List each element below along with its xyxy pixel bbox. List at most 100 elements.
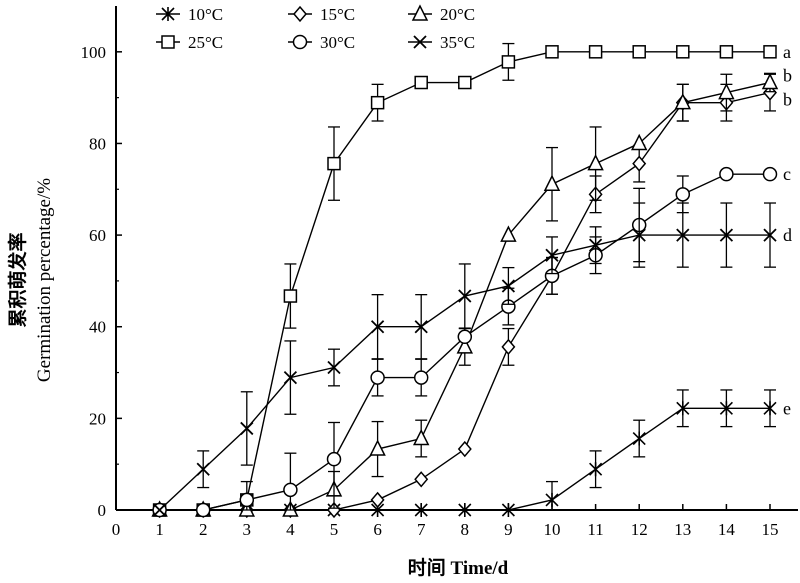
significance-label: c <box>783 164 791 184</box>
series-30C: c <box>152 164 791 518</box>
legend: 10°C 15°C 20°C 25°C 30°C 35°C <box>156 4 475 52</box>
y-tick-label: 100 <box>81 43 107 62</box>
data-point <box>676 228 690 242</box>
data-point <box>370 491 385 509</box>
legend-marker <box>161 7 175 21</box>
x-tick-label: 13 <box>674 520 691 539</box>
series-35C: d <box>152 202 792 517</box>
data-point <box>370 320 385 334</box>
data-point <box>545 248 559 262</box>
data-point <box>587 153 604 171</box>
data-point <box>458 503 472 517</box>
legend-marker <box>293 5 307 23</box>
data-point <box>630 133 648 151</box>
data-point <box>414 503 428 517</box>
data-point <box>414 75 428 90</box>
data-point <box>369 439 386 456</box>
legend-item: 30°C <box>288 33 355 52</box>
y-tick-label: 0 <box>98 501 107 520</box>
data-point <box>719 228 734 242</box>
data-point <box>589 462 603 477</box>
data-point <box>457 329 473 345</box>
data-point <box>501 503 515 517</box>
x-tick-label: 10 <box>544 520 561 539</box>
legend-marker <box>411 4 429 21</box>
data-point <box>326 451 342 467</box>
data-point <box>675 187 691 202</box>
y-tick-label: 60 <box>89 226 106 245</box>
x-tick-label: 14 <box>718 520 736 539</box>
data-point <box>370 95 385 110</box>
x-tick-label: 9 <box>504 520 513 539</box>
legend-label: 10°C <box>188 5 223 24</box>
data-point <box>674 92 692 110</box>
y-tick-label: 40 <box>89 318 106 337</box>
x-tick-label: 3 <box>243 520 252 539</box>
data-point <box>719 401 733 416</box>
data-point <box>195 502 211 518</box>
data-point <box>632 45 646 59</box>
x-tick-label: 4 <box>286 520 295 539</box>
data-point <box>632 155 647 172</box>
x-tick-label: 7 <box>417 520 426 539</box>
data-point <box>240 421 254 436</box>
legend-label: 20°C <box>440 5 475 24</box>
data-point <box>458 75 472 90</box>
data-point <box>545 45 559 59</box>
data-point <box>501 55 516 69</box>
data-point <box>588 238 603 252</box>
significance-label: e <box>783 398 791 418</box>
data-point <box>762 166 778 182</box>
data-point <box>327 360 341 375</box>
data-point <box>283 482 298 498</box>
legend-label: 30°C <box>320 33 355 52</box>
legend-item: 10°C <box>156 5 223 24</box>
legend-marker <box>161 35 175 49</box>
x-tick-label: 1 <box>155 520 164 539</box>
data-point <box>414 471 429 488</box>
x-axis-title: 时间 Time/d <box>408 557 509 579</box>
x-tick-label: 6 <box>373 520 382 539</box>
y-tick-label: 80 <box>89 134 106 153</box>
legend-item: 25°C <box>156 33 223 52</box>
significance-label: b <box>783 90 792 110</box>
y-axis-title-en: Germination percentage/% <box>34 178 55 382</box>
data-point <box>543 174 561 191</box>
legend-marker <box>413 35 427 49</box>
legend-item: 20°C <box>408 4 475 24</box>
data-point <box>719 166 734 182</box>
data-point <box>761 72 779 90</box>
data-point <box>456 337 474 354</box>
data-point <box>545 492 559 507</box>
significance-label: a <box>783 42 791 62</box>
legend-label: 35°C <box>440 33 475 52</box>
data-point <box>588 45 603 59</box>
x-tick-label: 8 <box>461 520 470 539</box>
data-point <box>413 370 429 385</box>
data-point <box>412 428 430 446</box>
data-point <box>719 45 734 59</box>
x-tick-label: 12 <box>631 520 648 539</box>
data-point <box>763 45 777 59</box>
significance-label: b <box>783 66 792 86</box>
series-15C: b <box>152 73 792 519</box>
legend-label: 25°C <box>188 33 223 52</box>
data-point <box>283 370 298 385</box>
legend-item: 15°C <box>288 5 355 24</box>
data-point <box>458 289 472 303</box>
data-point <box>239 492 255 508</box>
x-tick-label: 11 <box>587 520 603 539</box>
x-tick-label: 15 <box>762 520 779 539</box>
x-tick-label: 0 <box>112 520 121 539</box>
data-point <box>370 370 385 385</box>
data-point <box>457 440 472 458</box>
data-point <box>500 225 517 242</box>
data-point <box>676 401 690 416</box>
legend-marker <box>292 34 308 50</box>
y-axis-title-cn: 累积萌发率 <box>6 232 29 327</box>
significance-label: d <box>783 225 792 245</box>
data-point <box>763 228 777 242</box>
